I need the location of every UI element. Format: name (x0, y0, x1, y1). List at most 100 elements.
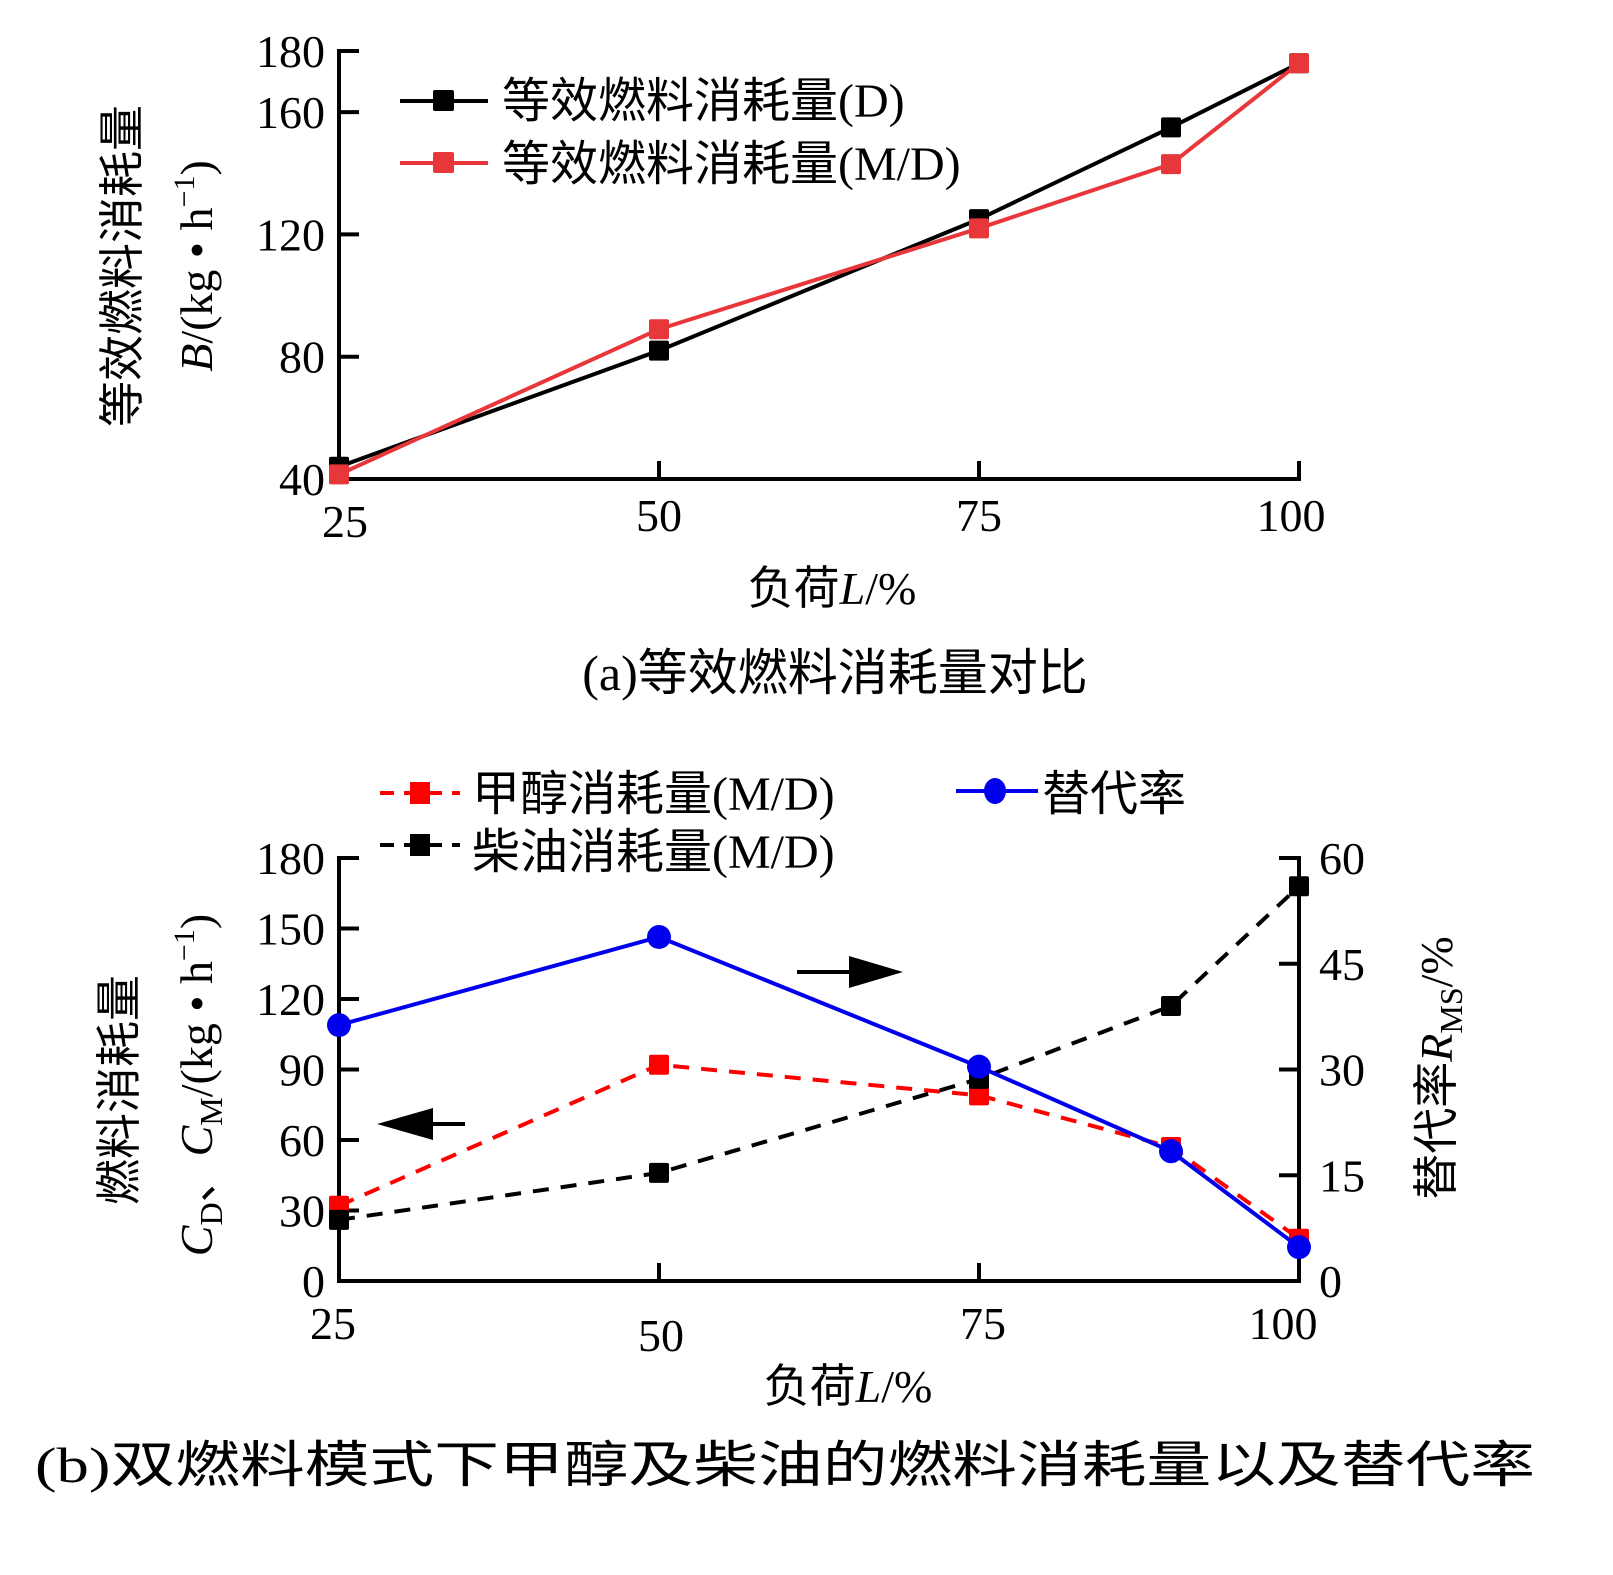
data-point (329, 1209, 349, 1230)
y-title-cn: 等效燃料消耗量 (97, 105, 148, 427)
data-point (1287, 1235, 1311, 1260)
y-tick-label: 160 (256, 87, 325, 138)
legend-item-rate: 替代率 (956, 768, 1186, 821)
legend-marker-d (433, 90, 454, 111)
data-point (1289, 53, 1309, 74)
y-title-close: ) (171, 160, 222, 175)
data-point (969, 218, 989, 239)
chart-b-axes (337, 856, 1301, 1283)
legend-marker-methanol (410, 782, 430, 804)
data-point (647, 924, 671, 949)
y-title-exp: −1 (168, 929, 201, 961)
x-title-cn: 负荷 (748, 563, 840, 614)
chart-a-y-axis-unit: B/(kg • h−1) (168, 160, 222, 372)
y-tick-label: 60 (279, 1115, 325, 1166)
chart-b: 0 30 60 90 120 150 180 0 15 30 45 60 25 50 75 100 甲醇消… (35, 768, 1535, 1493)
chart-b-caption: (b)双燃料模式下甲醇及柴油的燃料消耗量以及替代率 (35, 1437, 1535, 1493)
chart-a-caption: (a)等效燃料消耗量对比 (582, 645, 1088, 701)
chart-b-y-axis-unit: CD、CM/(kg • h−1) (168, 914, 229, 1256)
legend-label-methanol: 甲醇消耗量(M/D) (472, 768, 835, 821)
svg-text:替代率RMS/%: 替代率RMS/% (1411, 936, 1469, 1199)
legend-marker-diesel (410, 834, 430, 856)
chart-a-axes (337, 49, 1301, 481)
y-tick-label: 80 (279, 332, 325, 383)
y-tick-label: 90 (279, 1045, 325, 1096)
y-title-sub2: M (193, 1097, 229, 1125)
x-tick-label: 50 (636, 490, 682, 541)
x-tick-label: 25 (310, 1298, 356, 1349)
x-tick-label: 25 (322, 496, 368, 547)
data-point (1161, 117, 1181, 138)
y-title-exp: −1 (168, 176, 201, 208)
legend-label-rate: 替代率 (1042, 768, 1186, 821)
y-title-var2: C (171, 1124, 222, 1156)
y-title-unit: /(kg • h (171, 961, 222, 1097)
legend-item-d: 等效燃料消耗量(D) (400, 75, 905, 128)
x-title-unit: /% (865, 563, 916, 614)
y-title-sub1: D (193, 1202, 229, 1225)
y2-title-sub: MS (1433, 987, 1469, 1033)
legend-label-md: 等效燃料消耗量(M/D) (502, 138, 961, 191)
series-2 (327, 924, 1311, 1260)
y-tick-label: 180 (256, 26, 325, 77)
y-tick-label: 120 (256, 209, 325, 260)
series-line (338, 1062, 1301, 1241)
data-point (649, 1054, 669, 1075)
left-axis-arrow-icon (377, 1108, 465, 1140)
series-1 (329, 53, 1309, 485)
y-title-var: B (171, 344, 222, 372)
y2-tick-label: 60 (1319, 833, 1365, 884)
right-axis-arrow-icon (797, 956, 903, 988)
data-point (649, 1162, 669, 1183)
svg-text:CD、CM/(kg • h−1): CD、CM/(kg • h−1) (168, 914, 229, 1256)
x-title-var: L (855, 1361, 882, 1412)
legend-item-methanol: 甲醇消耗量(M/D) (380, 768, 835, 821)
y-title-cn: 燃料消耗量 (94, 975, 145, 1205)
x-tick-label: 100 (1257, 490, 1326, 541)
y-title-unit: /(kg • h (171, 207, 222, 343)
y2-title-cn: 替代率 (1411, 1062, 1462, 1200)
y2-title-var: R (1411, 1034, 1462, 1063)
data-point (1161, 996, 1181, 1017)
chart-a-x-axis-title: 负荷L/% (748, 563, 917, 614)
chart-b-series (327, 876, 1311, 1260)
y-tick-label: 180 (256, 833, 325, 884)
x-tick-label: 75 (960, 1298, 1006, 1349)
y-title-sep: 、 (171, 1156, 222, 1202)
y-title-var1: C (171, 1224, 222, 1256)
chart-b-y-ticks: 0 30 60 90 120 150 180 (256, 833, 359, 1307)
chart-b-y2-ticks: 0 15 30 45 60 (1279, 833, 1365, 1307)
svg-text:B/(kg • h−1): B/(kg • h−1) (168, 160, 222, 372)
legend-item-md: 等效燃料消耗量(M/D) (400, 138, 961, 191)
data-point (967, 1054, 991, 1079)
data-point (329, 464, 349, 485)
y-tick-label: 40 (279, 454, 325, 505)
data-point (327, 1013, 351, 1038)
data-point (649, 340, 669, 361)
data-point (649, 319, 669, 340)
x-tick-label: 100 (1249, 1298, 1318, 1349)
y2-title-unit: /% (1411, 936, 1462, 987)
y-tick-label: 150 (256, 904, 325, 955)
x-tick-label: 50 (638, 1310, 684, 1361)
chart-a-legend: 等效燃料消耗量(D) 等效燃料消耗量(M/D) (400, 75, 961, 191)
chart-b-legend: 甲醇消耗量(M/D) 替代率 柴油消耗量(M/D) (380, 768, 1186, 879)
y2-tick-label: 30 (1319, 1045, 1365, 1096)
chart-b-y-axis-title: 燃料消耗量 (94, 975, 145, 1205)
x-title-var: L (839, 563, 866, 614)
y2-tick-label: 15 (1319, 1150, 1365, 1201)
data-point (1161, 154, 1181, 175)
y2-tick-label: 45 (1319, 939, 1365, 990)
x-title-cn: 负荷 (764, 1361, 856, 1412)
legend-label-diesel: 柴油消耗量(M/D) (472, 826, 835, 879)
chart-a-y-ticks: 40 80 120 160 180 (256, 26, 359, 505)
y-title-close: ) (171, 914, 222, 929)
chart-a-y-axis-title: 等效燃料消耗量 (97, 105, 148, 427)
data-point (1289, 876, 1309, 897)
y-tick-label: 30 (279, 1186, 325, 1237)
chart-b-y2-axis-title: 替代率RMS/% (1411, 936, 1469, 1199)
chart-a-x-ticks: 25 50 75 100 (322, 461, 1326, 547)
legend-item-diesel: 柴油消耗量(M/D) (380, 826, 835, 879)
y2-tick-label: 0 (1319, 1256, 1342, 1307)
